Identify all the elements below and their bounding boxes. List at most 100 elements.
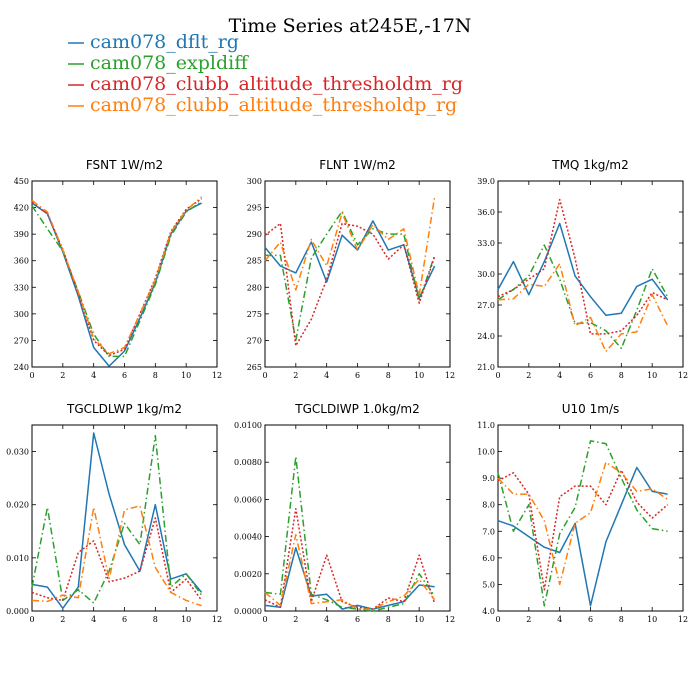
series-line (31, 505, 202, 607)
x-tick-label: 8 (386, 615, 391, 624)
series-line (31, 434, 203, 604)
x-tick-label: 2 (293, 371, 298, 380)
chart-panel: TGCLDIWP 1.0kg/m2 0 2 4 6 8 10 12 0.0000 0.0020 0.… (234, 402, 455, 624)
y-tick-label: 450 (14, 177, 29, 186)
series-line (265, 210, 436, 342)
y-tick-label: 8.0 (482, 501, 495, 510)
x-tick-label: 8 (153, 371, 158, 380)
y-tick-label: 10.0 (477, 448, 495, 457)
y-tick-label: 280 (247, 283, 262, 292)
y-tick-label: 240 (14, 363, 29, 372)
plot-frame (497, 424, 684, 612)
y-tick-label: 0.030 (6, 448, 29, 457)
y-tick-label: 290 (247, 230, 262, 239)
legend: cam078_dflt_rgcam078_expldiffcam078_club… (68, 31, 463, 116)
x-tick-label: 6 (122, 371, 127, 380)
series-line (31, 198, 203, 357)
series-line (264, 547, 435, 610)
y-tick-label: 270 (14, 336, 29, 345)
y-tick-label: 39.0 (477, 177, 495, 186)
plot-frame (264, 424, 451, 612)
y-tick-label: 0.0040 (234, 533, 262, 542)
y-tick-label: 275 (247, 310, 262, 319)
x-tick-label: 0 (29, 615, 34, 624)
y-tick-label: 285 (247, 257, 262, 266)
y-tick-label: 360 (14, 257, 29, 266)
y-tick-label: 11.0 (477, 421, 495, 430)
series-line (497, 469, 669, 591)
series-line (497, 262, 669, 353)
x-tick-label: 8 (386, 371, 391, 380)
y-tick-label: 36.0 (477, 208, 495, 217)
series-line (497, 198, 668, 335)
series-line (264, 222, 436, 347)
y-tick-label: 27.0 (477, 301, 495, 310)
x-tick-label: 4 (557, 371, 562, 380)
series-line (31, 202, 202, 367)
series-line (31, 196, 203, 355)
series-line (31, 432, 203, 610)
x-tick-label: 0 (29, 371, 34, 380)
x-tick-label: 4 (91, 371, 96, 380)
y-tick-label: 9.0 (482, 474, 495, 483)
y-tick-label: 0.020 (6, 501, 29, 510)
x-tick-label: 8 (619, 615, 624, 624)
series-line (264, 507, 436, 610)
chart-panel: TMQ 1kg/m2 0 2 4 6 8 10 12 21.0 24.0 27.0 30.0 33.0 3… (477, 158, 688, 380)
y-tick-label: 6.0 (482, 554, 495, 563)
chart-panels: FSNT 1W/m20 2 4 6 8 10 12240270300330360390420… (6, 158, 688, 624)
y-tick-label: 0.0000 (234, 607, 262, 616)
x-tick-label: 0 (495, 615, 500, 624)
x-tick-label: 2 (60, 371, 65, 380)
x-tick-label: 12 (678, 615, 688, 624)
x-tick-label: 6 (122, 615, 127, 624)
x-tick-label: 6 (355, 371, 360, 380)
x-tick-label: 12 (445, 371, 455, 380)
panel-title: U10 1m/s (562, 402, 620, 416)
x-tick-label: 0 (262, 371, 267, 380)
panel-title: TGCLDLWP 1kg/m2 (66, 402, 182, 416)
x-tick-label: 2 (526, 615, 531, 624)
x-tick-label: 4 (91, 615, 96, 624)
x-tick-label: 2 (526, 371, 531, 380)
x-tick-label: 2 (60, 615, 65, 624)
panel-title: TMQ 1kg/m2 (551, 158, 629, 172)
y-tick-label: 5.0 (482, 580, 495, 589)
x-tick-label: 12 (212, 371, 222, 380)
panel-title: FLNT 1W/m2 (319, 158, 396, 172)
y-tick-label: 420 (14, 204, 29, 213)
series-line (264, 455, 436, 612)
series-line (264, 196, 436, 297)
chart-panel: TGCLDLWP 1kg/m2 0 2 4 6 8 10 12 0.000 0.010 0.020 0… (6, 402, 222, 624)
x-tick-label: 12 (445, 615, 455, 624)
series-line (497, 461, 669, 586)
y-tick-label: 30.0 (477, 270, 495, 279)
x-tick-label: 10 (414, 615, 424, 624)
chart-panel: FSNT 1W/m2 0 2 4 6 8 10 12 240 270 300 330 360 390 420… (14, 158, 222, 380)
x-tick-label: 10 (414, 371, 424, 380)
x-tick-label: 8 (619, 371, 624, 380)
y-tick-label: 0.0020 (234, 570, 262, 579)
series-line (31, 200, 203, 358)
x-tick-label: 4 (324, 615, 329, 624)
x-tick-label: 6 (588, 371, 593, 380)
x-tick-label: 0 (495, 371, 500, 380)
x-tick-label: 4 (557, 615, 562, 624)
x-tick-label: 10 (647, 615, 657, 624)
x-tick-label: 8 (153, 615, 158, 624)
x-tick-label: 4 (324, 371, 329, 380)
plot-frame (264, 180, 451, 368)
y-tick-label: 0.000 (6, 607, 29, 616)
y-tick-label: 0.010 (6, 554, 29, 563)
chart-panel: U10 1m/s 0 2 4 6 8 10 12 4.0 5.0 6.0 7.0 8.0 9.0 10.0 1… (477, 402, 688, 624)
legend-label: cam078_dflt_rg (90, 31, 239, 53)
x-tick-label: 10 (647, 371, 657, 380)
plot-frame (31, 424, 218, 612)
x-tick-label: 2 (293, 615, 298, 624)
legend-label: cam078_expldiff (90, 52, 249, 74)
y-tick-label: 33.0 (477, 239, 495, 248)
panel-title: FSNT 1W/m2 (86, 158, 163, 172)
panel-title: TGCLDIWP 1.0kg/m2 (294, 402, 419, 416)
y-tick-label: 330 (14, 283, 29, 292)
